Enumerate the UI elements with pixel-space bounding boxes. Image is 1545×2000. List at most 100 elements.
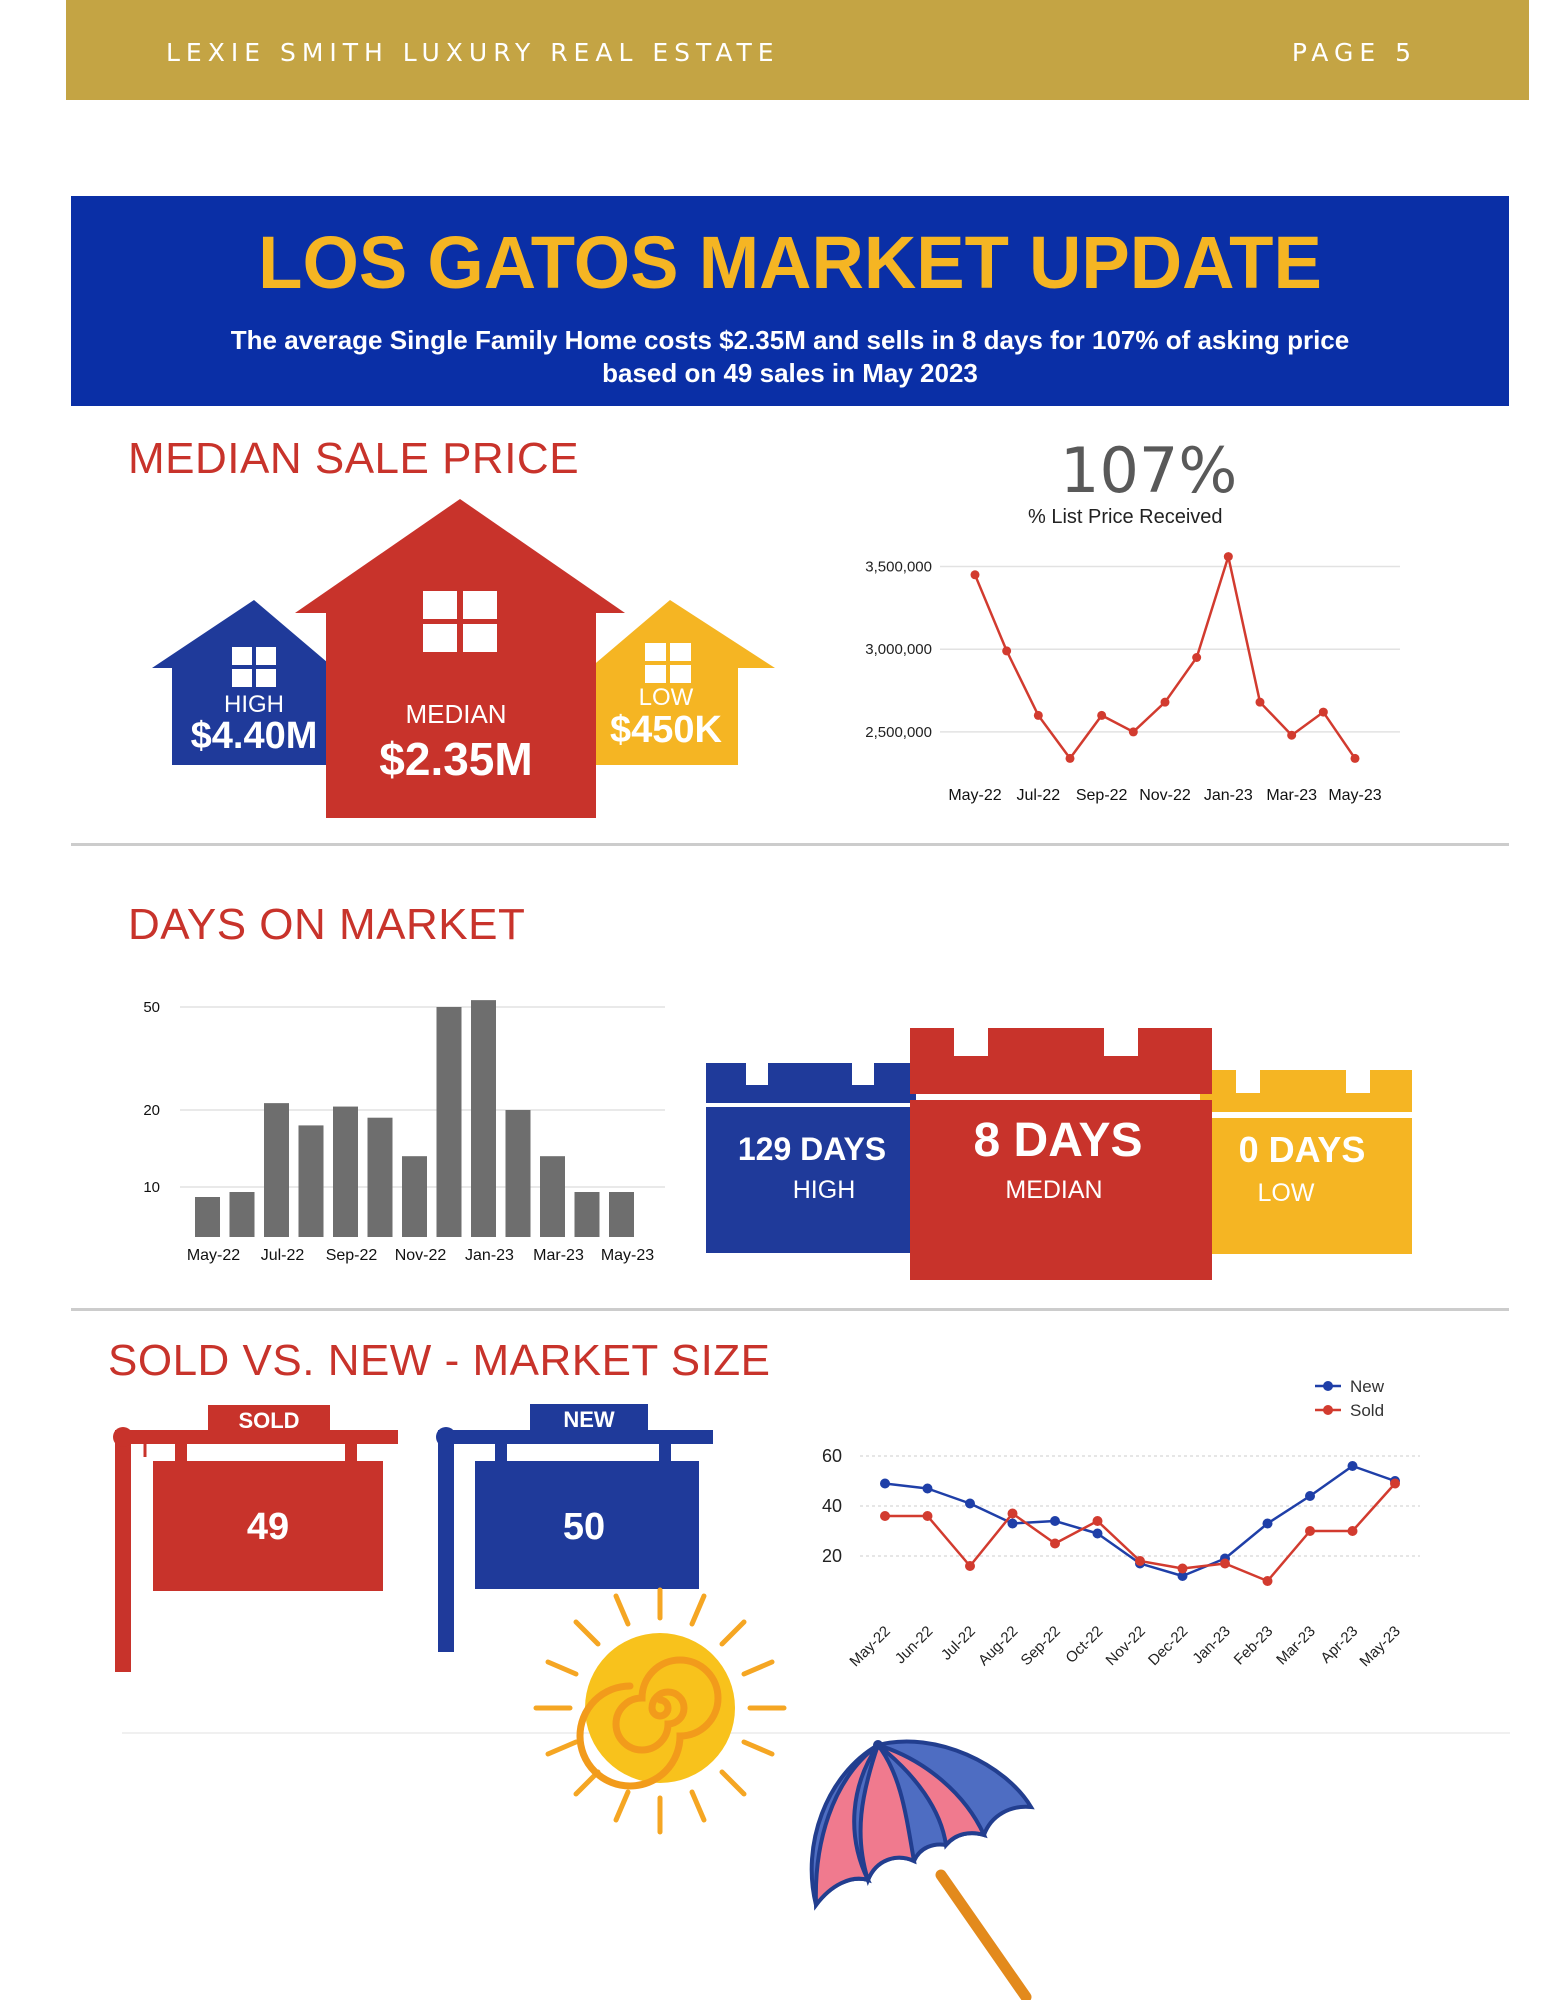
sold-vs-new-title: SOLD VS. NEW - MARKET SIZE	[108, 1336, 771, 1385]
signs-graphic: SOLD 49 NEW 50	[113, 1404, 713, 1672]
data-point	[1065, 753, 1075, 763]
x-tick-label: Feb-23	[1231, 1623, 1277, 1669]
banner-subtitle: The average Single Family Home costs $2.…	[71, 324, 1509, 390]
x-tick-label: Mar-23	[533, 1247, 584, 1264]
data-point	[1223, 552, 1233, 562]
data-point	[1002, 646, 1012, 656]
list-price-label: % List Price Received	[1028, 506, 1223, 528]
calendars-graphic: 129 DAYS HIGH 8 DAYS MEDIAN 0 DAYS LOW	[706, 1016, 1412, 1280]
x-tick-label: May-22	[948, 787, 1001, 804]
x-tick-label: Oct-22	[1062, 1623, 1106, 1667]
x-tick-label: May-23	[1328, 787, 1381, 804]
x-tick-label: Apr-23	[1317, 1623, 1361, 1667]
x-tick-label: Nov-22	[395, 1247, 447, 1264]
data-point-sold	[1007, 1508, 1018, 1519]
y-tick-label: 40	[822, 1496, 842, 1516]
low-days-label: LOW	[1258, 1179, 1315, 1207]
page-number: PAGE 5	[1291, 38, 1417, 67]
y-tick-label: 20	[822, 1546, 842, 1566]
bar	[436, 1007, 462, 1237]
data-point-sold	[1177, 1563, 1188, 1574]
data-point-sold	[1262, 1576, 1273, 1586]
high-days-value: 129 DAYS	[738, 1131, 886, 1167]
y-tick-label: 2,500,000	[865, 724, 932, 741]
x-tick-label: Jan-23	[1204, 787, 1253, 804]
median-days-value: 8 DAYS	[974, 1114, 1143, 1167]
x-tick-label: Mar-23	[1266, 787, 1317, 804]
section-divider-2	[71, 1308, 1509, 1311]
y-tick-label: 20	[143, 1102, 160, 1119]
high-days-label: HIGH	[793, 1176, 856, 1204]
banner-subtitle-line1: The average Single Family Home costs $2.…	[230, 325, 1350, 355]
x-tick-label: Jul-22	[1017, 787, 1061, 804]
x-tick-label: May-23	[601, 1247, 654, 1264]
y-tick-label: 60	[822, 1446, 842, 1466]
list-price-percent: 107%	[1060, 434, 1238, 507]
data-point-new	[1177, 1571, 1188, 1581]
data-point-sold	[1135, 1556, 1145, 1566]
market-update-banner: LOS GATOS MARKET UPDATE The average Sing…	[71, 196, 1509, 406]
data-point-new	[1050, 1516, 1060, 1526]
bar	[471, 1000, 496, 1237]
data-point-new	[1347, 1461, 1358, 1471]
x-tick-label: May-22	[187, 1247, 240, 1264]
y-tick-label: 3,500,000	[865, 559, 932, 576]
x-tick-label: Sep-22	[326, 1247, 378, 1264]
low-price-house	[590, 600, 775, 765]
bar	[367, 1117, 393, 1237]
new-sign	[436, 1404, 713, 1652]
median-days-label: MEDIAN	[1005, 1176, 1102, 1204]
bar	[402, 1156, 427, 1237]
data-point-sold	[965, 1561, 975, 1571]
data-point	[1192, 653, 1202, 662]
umbrella-icon	[809, 1739, 1035, 2000]
legend-marker	[1323, 1405, 1333, 1415]
banner-subtitle-line2: based on 49 sales in May 2023	[602, 358, 978, 388]
median-price-house	[295, 499, 625, 818]
section-divider-3	[122, 1732, 1510, 1734]
bar	[298, 1125, 324, 1237]
bar	[574, 1192, 600, 1237]
high-days-calendar	[706, 1057, 916, 1253]
bar	[195, 1197, 220, 1237]
new-sign-label: NEW	[563, 1407, 615, 1432]
data-point-sold	[880, 1511, 890, 1521]
median-price-label: MEDIAN	[405, 699, 506, 729]
legend-label: New	[1350, 1377, 1385, 1396]
series-line	[973, 551, 1357, 761]
x-tick-label: Mar-23	[1273, 1623, 1319, 1669]
y-tick-label: 3,000,000	[865, 641, 932, 658]
x-tick-label: Dec-22	[1145, 1623, 1191, 1669]
x-tick-label: May-23	[1356, 1623, 1403, 1670]
x-tick-label: Jan-23	[1189, 1623, 1233, 1667]
data-point-new	[1262, 1518, 1273, 1529]
median-sale-price-title: MEDIAN SALE PRICE	[128, 434, 580, 483]
legend-marker	[1323, 1381, 1333, 1391]
sold-sign-label: SOLD	[238, 1408, 299, 1433]
y-tick-label: 10	[143, 1179, 160, 1196]
days-on-market-bar-chart: 10 20 50 May-22 Jul-22 Sep-22 Nov-22 Jan-23 Mar-…	[143, 999, 665, 1264]
high-price-label: HIGH	[224, 691, 284, 718]
low-price-label: LOW	[639, 684, 694, 711]
data-point-new	[1305, 1491, 1315, 1501]
x-tick-label: Nov-22	[1103, 1623, 1149, 1669]
banner-title: LOS GATOS MARKET UPDATE	[258, 221, 1322, 304]
data-point	[1128, 727, 1138, 737]
data-point-sold	[1390, 1478, 1400, 1489]
legend-label: Sold	[1350, 1401, 1384, 1420]
high-price-house	[152, 600, 334, 765]
x-tick-label: Aug-22	[975, 1623, 1021, 1669]
sold-sign	[113, 1405, 398, 1672]
data-point	[1033, 710, 1043, 720]
data-point-sold	[1220, 1558, 1230, 1569]
high-price-value: $4.40M	[191, 715, 318, 757]
x-tick-label: Jun-22	[892, 1623, 936, 1667]
bar	[540, 1156, 565, 1237]
data-point-new	[922, 1483, 933, 1494]
sun-icon	[533, 1587, 787, 1835]
data-point	[1350, 753, 1360, 763]
low-days-value: 0 DAYS	[1239, 1129, 1366, 1170]
bar	[229, 1192, 255, 1237]
median-price-line-chart: 2,500,000 3,000,000 3,500,000 May-22 Jul-22 S…	[865, 551, 1400, 804]
x-tick-label: Sep-22	[1076, 787, 1128, 804]
